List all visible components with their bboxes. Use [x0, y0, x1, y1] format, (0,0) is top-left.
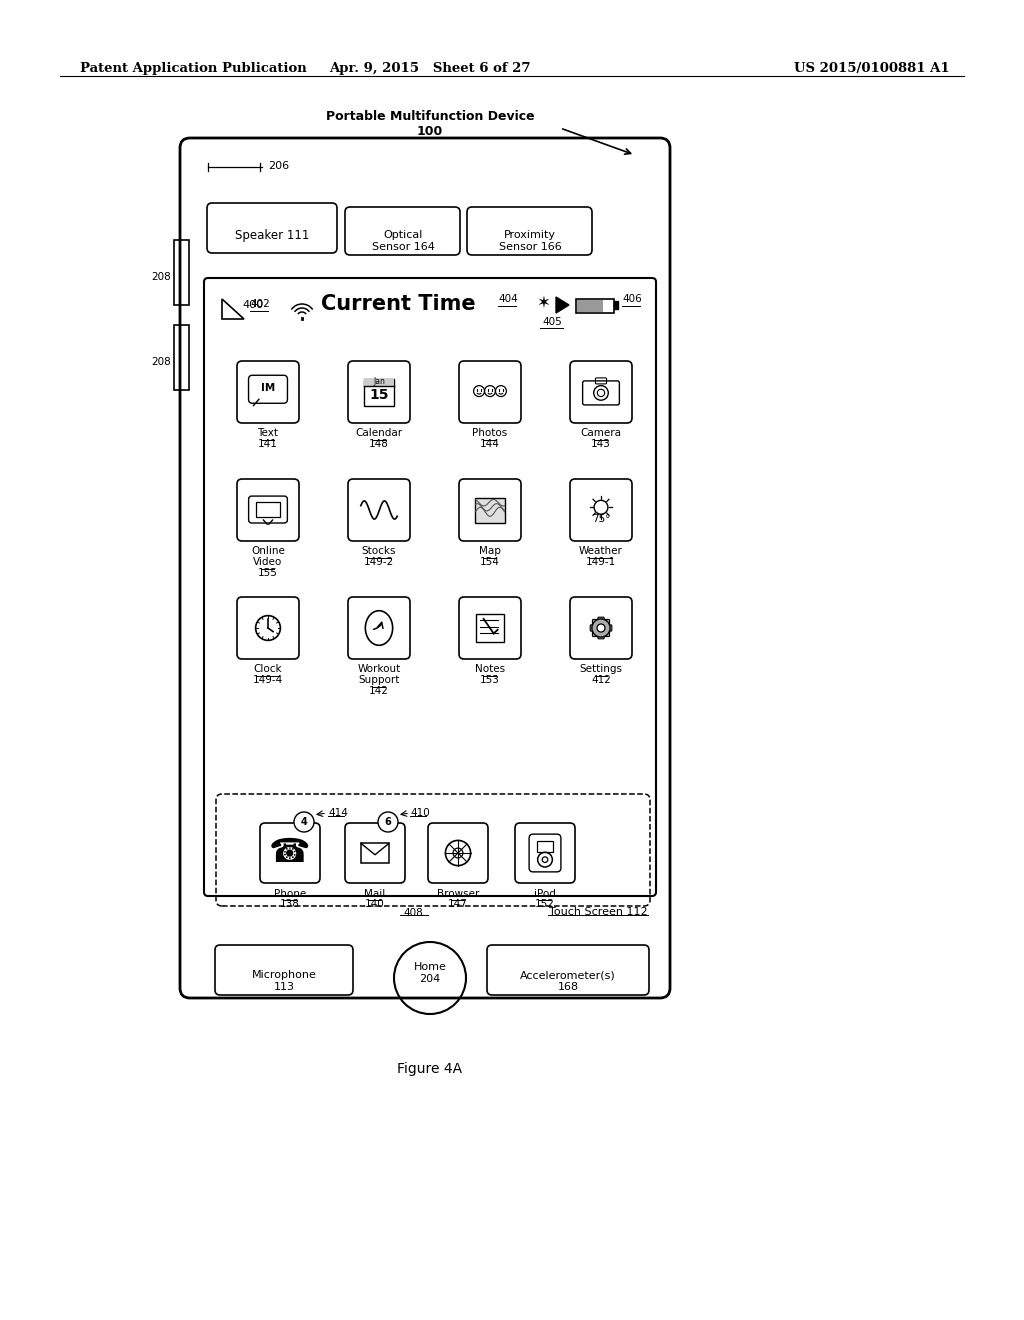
FancyBboxPatch shape: [474, 498, 506, 523]
Text: Map: Map: [479, 546, 501, 556]
Polygon shape: [556, 297, 569, 313]
Text: 149-4: 149-4: [253, 675, 283, 685]
Text: 153: 153: [480, 675, 500, 685]
FancyBboxPatch shape: [593, 619, 599, 626]
Text: iPod: iPod: [535, 888, 556, 899]
Text: 149-1: 149-1: [586, 557, 616, 568]
FancyBboxPatch shape: [598, 618, 604, 623]
Text: Current Time: Current Time: [321, 294, 475, 314]
Text: Microphone
113: Microphone 113: [252, 970, 316, 991]
Text: Weather: Weather: [579, 546, 623, 556]
Text: 410: 410: [410, 808, 430, 818]
Text: Home
204: Home 204: [414, 962, 446, 983]
Text: Clock: Clock: [254, 664, 283, 675]
Text: 143: 143: [591, 440, 611, 449]
Text: Calendar: Calendar: [355, 428, 402, 438]
FancyBboxPatch shape: [603, 630, 609, 636]
Text: Optical
Sensor 164: Optical Sensor 164: [372, 230, 434, 252]
Text: Text: Text: [257, 428, 279, 438]
Circle shape: [294, 812, 314, 832]
Text: Speaker 111: Speaker 111: [234, 228, 309, 242]
Text: 155: 155: [258, 568, 278, 578]
Text: 412: 412: [591, 675, 611, 685]
Text: Settings: Settings: [580, 664, 623, 675]
Text: 400: 400: [242, 300, 263, 310]
Text: 402: 402: [250, 300, 269, 309]
Circle shape: [378, 812, 398, 832]
Text: Notes: Notes: [475, 664, 505, 675]
Text: 406: 406: [622, 294, 642, 304]
Text: 75°: 75°: [592, 515, 610, 524]
Text: 141: 141: [258, 440, 278, 449]
Text: 140: 140: [366, 899, 385, 909]
Text: 404: 404: [498, 294, 518, 304]
Text: Camera: Camera: [581, 428, 622, 438]
Text: 148: 148: [369, 440, 389, 449]
Text: US 2015/0100881 A1: US 2015/0100881 A1: [795, 62, 950, 75]
FancyBboxPatch shape: [605, 624, 611, 631]
Text: 147: 147: [449, 899, 468, 909]
FancyBboxPatch shape: [590, 624, 597, 631]
Text: Online: Online: [251, 546, 285, 556]
Text: 206: 206: [268, 161, 289, 172]
FancyBboxPatch shape: [577, 300, 603, 312]
Text: Proximity
Sensor 166: Proximity Sensor 166: [499, 230, 561, 252]
Text: Photos: Photos: [472, 428, 508, 438]
Text: 414: 414: [328, 808, 348, 818]
Text: ☎: ☎: [269, 836, 311, 869]
Text: Mail: Mail: [365, 888, 386, 899]
Text: 142: 142: [369, 686, 389, 696]
FancyBboxPatch shape: [598, 632, 604, 639]
Text: Video: Video: [253, 557, 283, 568]
Text: Touch Screen 112: Touch Screen 112: [549, 907, 648, 917]
Text: 138: 138: [280, 899, 300, 909]
Text: 208: 208: [152, 272, 171, 282]
Circle shape: [592, 619, 610, 638]
Text: 144: 144: [480, 440, 500, 449]
Text: 154: 154: [480, 557, 500, 568]
FancyBboxPatch shape: [603, 619, 609, 626]
Text: ✶: ✶: [536, 294, 550, 312]
Text: Patent Application Publication: Patent Application Publication: [80, 62, 307, 75]
Text: Apr. 9, 2015   Sheet 6 of 27: Apr. 9, 2015 Sheet 6 of 27: [330, 62, 530, 75]
Circle shape: [597, 624, 605, 632]
Text: Figure 4A: Figure 4A: [397, 1063, 463, 1076]
Text: Accelerometer(s)
168: Accelerometer(s) 168: [520, 970, 615, 991]
Text: Browser: Browser: [437, 888, 479, 899]
Text: 408: 408: [403, 908, 423, 917]
Text: Support: Support: [358, 675, 399, 685]
FancyBboxPatch shape: [593, 630, 599, 636]
Text: 4: 4: [301, 817, 307, 828]
Text: 15: 15: [370, 388, 389, 401]
Text: Stocks: Stocks: [361, 546, 396, 556]
Text: 152: 152: [536, 899, 555, 909]
Text: Jan: Jan: [373, 378, 385, 385]
Text: 208: 208: [152, 356, 171, 367]
Text: 405: 405: [542, 317, 562, 327]
Text: Portable Multifunction Device
100: Portable Multifunction Device 100: [326, 110, 535, 139]
Text: 149-2: 149-2: [364, 557, 394, 568]
FancyBboxPatch shape: [614, 301, 618, 309]
Text: Phone: Phone: [273, 888, 306, 899]
Text: 6: 6: [385, 817, 391, 828]
Text: IM: IM: [261, 383, 275, 393]
Text: Workout: Workout: [357, 664, 400, 675]
